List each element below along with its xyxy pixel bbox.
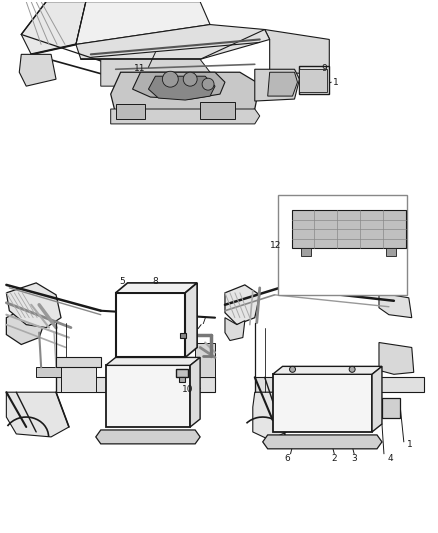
Polygon shape [190, 358, 200, 427]
Polygon shape [301, 212, 336, 231]
Polygon shape [255, 377, 424, 392]
Polygon shape [111, 72, 260, 122]
Polygon shape [292, 211, 406, 248]
Text: 5: 5 [120, 277, 126, 286]
Polygon shape [106, 365, 190, 427]
Text: 8: 8 [152, 277, 158, 286]
Polygon shape [255, 69, 300, 101]
Polygon shape [56, 358, 101, 367]
Text: 9: 9 [321, 64, 327, 73]
Text: 1: 1 [407, 440, 413, 449]
Polygon shape [19, 54, 56, 86]
Polygon shape [185, 283, 197, 358]
Polygon shape [225, 318, 245, 341]
Polygon shape [253, 392, 286, 440]
Polygon shape [268, 72, 297, 96]
Polygon shape [386, 248, 396, 256]
Polygon shape [7, 283, 61, 328]
Polygon shape [273, 366, 382, 374]
Polygon shape [176, 369, 188, 377]
Text: 6: 6 [285, 454, 290, 463]
Polygon shape [379, 293, 412, 318]
Polygon shape [61, 367, 96, 392]
Bar [278, 196, 407, 295]
Polygon shape [116, 104, 145, 119]
Circle shape [162, 71, 178, 87]
Polygon shape [133, 72, 225, 99]
Polygon shape [382, 398, 400, 418]
Polygon shape [273, 374, 372, 432]
Circle shape [202, 78, 214, 90]
Text: 4: 4 [387, 454, 393, 463]
Text: 12: 12 [270, 240, 282, 249]
Polygon shape [116, 293, 185, 358]
Polygon shape [225, 285, 260, 325]
Polygon shape [263, 435, 382, 449]
Polygon shape [111, 109, 260, 124]
Polygon shape [76, 25, 270, 59]
Polygon shape [195, 343, 215, 377]
Polygon shape [300, 69, 327, 92]
Polygon shape [96, 430, 200, 444]
Polygon shape [101, 59, 210, 86]
Polygon shape [179, 377, 185, 382]
Polygon shape [106, 358, 200, 365]
Text: 11: 11 [134, 64, 145, 73]
Polygon shape [56, 377, 215, 392]
Text: 10: 10 [183, 385, 194, 394]
Polygon shape [372, 366, 382, 432]
Text: 2: 2 [332, 454, 337, 463]
Circle shape [349, 366, 355, 373]
Polygon shape [76, 2, 210, 44]
Polygon shape [7, 305, 46, 344]
Polygon shape [265, 29, 329, 74]
Text: 1: 1 [333, 78, 339, 87]
Polygon shape [300, 66, 329, 94]
Circle shape [290, 366, 296, 373]
Text: 7: 7 [200, 317, 206, 326]
Polygon shape [200, 102, 235, 119]
Polygon shape [379, 343, 414, 374]
Polygon shape [148, 76, 215, 100]
Polygon shape [116, 283, 197, 293]
Polygon shape [21, 2, 86, 54]
Polygon shape [180, 333, 186, 337]
Circle shape [183, 72, 197, 86]
Polygon shape [301, 248, 311, 256]
Text: 3: 3 [351, 454, 357, 463]
Polygon shape [36, 367, 66, 377]
Polygon shape [7, 392, 69, 437]
